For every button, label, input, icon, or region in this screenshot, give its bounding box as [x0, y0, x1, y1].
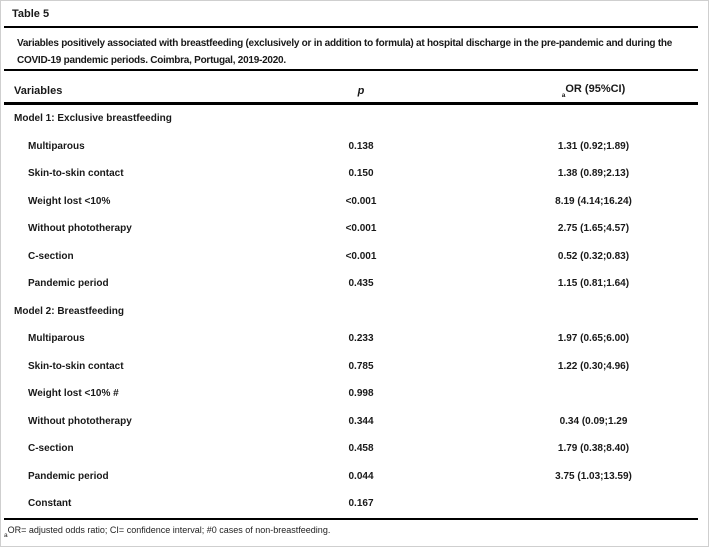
variable-cell: C-section — [28, 443, 74, 455]
variable-cell: Multiparous — [28, 140, 85, 152]
variable-cell: Skin-to-skin contact — [28, 360, 124, 372]
variable-cell: Weight lost <10% # — [28, 388, 119, 400]
p-value-cell: 0.998 — [348, 388, 374, 400]
variable-cell: Without phototherapy — [28, 415, 132, 427]
p-value-cell: <0.001 — [345, 223, 377, 235]
column-header-variables: Variables — [14, 85, 63, 97]
variable-cell: Weight lost <10% — [28, 195, 111, 207]
table-row: C-section 0.458 1.79 (0.38;8.40) — [1, 435, 708, 463]
section-header-row: Model 2: Breastfeeding — [1, 298, 708, 326]
table-row: Skin-to-skin contact 0.150 1.38 (0.89;2.13… — [1, 160, 708, 188]
table-row: Constant 0.167 — [1, 490, 708, 518]
rule-under-caption — [4, 69, 698, 71]
or-value-cell: 1.15 (0.81;1.64) — [557, 278, 630, 290]
or-value-cell: 1.31 (0.92;1.89) — [557, 140, 630, 152]
variable-cell: Pandemic period — [28, 278, 109, 290]
or-value-cell: 1.38 (0.89;2.13) — [557, 168, 630, 180]
p-value-cell: <0.001 — [345, 250, 377, 262]
or-header-text: OR (95%CI) — [565, 82, 626, 95]
p-value-cell: <0.001 — [345, 195, 377, 207]
variable-cell: Skin-to-skin contact — [28, 168, 124, 180]
table-label: Table 5 — [12, 8, 50, 20]
table-row: Without phototherapy <0.001 2.75 (1.65;4.5… — [1, 215, 708, 243]
variable-cell: Pandemic period — [28, 470, 109, 482]
or-value-cell: 8.19 (4.14;16.24) — [555, 195, 632, 207]
variable-cell: Without phototherapy — [28, 223, 132, 235]
table-row: Weight lost <10% # 0.998 — [1, 380, 708, 408]
table-row: Pandemic period 0.435 1.15 (0.81;1.64) — [1, 270, 708, 298]
table-row: Pandemic period 0.044 3.75 (1.03;13.59) — [1, 463, 708, 491]
table-row: Weight lost <10% <0.001 8.19 (4.14;16.24) — [1, 188, 708, 216]
variable-cell: C-section — [28, 250, 74, 262]
footnote-text: OR= adjusted odds ratio; CI= confidence … — [7, 524, 331, 535]
or-value-cell: 1.79 (0.38;8.40) — [557, 443, 630, 455]
p-value-cell: 0.044 — [348, 470, 374, 482]
section-header-row: Model 1: Exclusive breastfeeding — [1, 105, 708, 133]
p-value-cell: 0.458 — [348, 443, 374, 455]
or-value-cell: 0.34 (0.09;1.29 — [559, 415, 628, 427]
table-row: Multiparous 0.138 1.31 (0.92;1.89) — [1, 133, 708, 161]
table-caption: Variables positively associated with bre… — [17, 38, 673, 66]
rule-under-title — [4, 26, 698, 28]
or-value-cell: 1.22 (0.30;4.96) — [557, 360, 630, 372]
p-value-cell: 0.138 — [348, 140, 374, 152]
table-row: Without phototherapy 0.344 0.34 (0.09;1.29 — [1, 408, 708, 436]
or-value-cell: 0.52 (0.32;0.83) — [557, 250, 630, 262]
table-row: Skin-to-skin contact 0.785 1.22 (0.30;4.96… — [1, 353, 708, 381]
table-row: Multiparous 0.233 1.97 (0.65;6.00) — [1, 325, 708, 353]
p-value-cell: 0.167 — [348, 498, 374, 510]
column-header-row: Variables p aOR (95%CI) — [1, 71, 708, 102]
p-value-cell: 0.435 — [348, 278, 374, 290]
column-header-or: aOR (95%CI) — [441, 82, 708, 99]
rule-under-header — [4, 102, 698, 105]
or-value-cell: 3.75 (1.03;13.59) — [555, 470, 632, 482]
column-header-p: p — [357, 85, 365, 97]
p-value-cell: 0.344 — [348, 415, 374, 427]
or-subscript-a: a — [561, 92, 566, 99]
section-title: Model 1: Exclusive breastfeeding — [14, 113, 172, 125]
section-title: Model 2: Breastfeeding — [14, 305, 125, 317]
p-value-cell: 0.233 — [348, 333, 374, 345]
footnote-subscript-a: a — [4, 532, 8, 540]
p-value-cell: 0.785 — [348, 360, 374, 372]
or-value-cell: 2.75 (1.65;4.57) — [557, 223, 630, 235]
table-row: C-section <0.001 0.52 (0.32;0.83) — [1, 243, 708, 271]
table-footnote: aOR= adjusted odds ratio; CI= confidence… — [4, 524, 708, 540]
table-body: Model 1: Exclusive breastfeeding Multipar… — [1, 105, 708, 518]
rule-above-footnote — [4, 517, 698, 520]
or-value-cell: 1.97 (0.65;6.00) — [557, 333, 630, 345]
p-value-cell: 0.150 — [348, 168, 374, 180]
variable-cell: Multiparous — [28, 333, 85, 345]
variable-cell: Constant — [28, 498, 72, 510]
